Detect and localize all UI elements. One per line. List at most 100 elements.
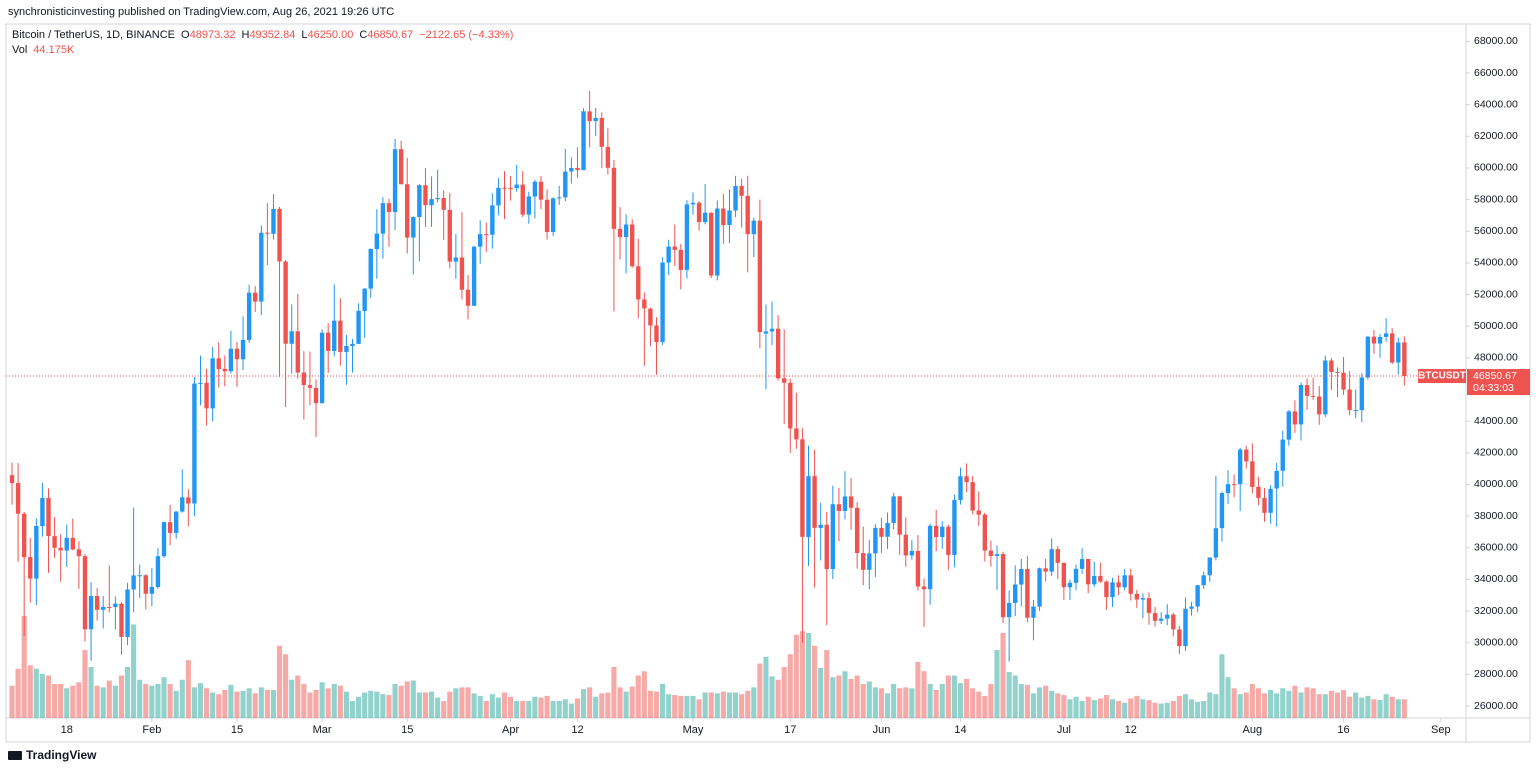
y-tick-label: 64000.00 <box>1474 98 1518 110</box>
volume-bar <box>410 680 416 718</box>
candle-body <box>1219 493 1225 529</box>
volume-bar <box>1097 698 1103 718</box>
candle-body <box>781 378 787 383</box>
candle-body <box>824 524 829 570</box>
candle-body <box>636 266 641 300</box>
candle-body <box>970 482 975 511</box>
candle-body <box>125 589 130 637</box>
candle-body <box>1000 554 1006 618</box>
candle-body <box>180 497 185 512</box>
volume-bar <box>884 693 891 718</box>
candle-body <box>447 209 452 262</box>
candle-body <box>581 111 586 171</box>
y-tick-label: 44000.00 <box>1474 415 1518 427</box>
candle-body <box>149 586 155 594</box>
volume-bar <box>1353 692 1359 718</box>
volume-bar <box>337 685 343 718</box>
candle-body <box>228 348 234 372</box>
publisher-line: synchronisticinvesting published on Trad… <box>8 6 394 18</box>
candle-body <box>854 507 860 554</box>
volume-bar <box>1182 694 1189 718</box>
volume-bar <box>1073 696 1079 718</box>
candle-body <box>1098 575 1103 582</box>
candle-body <box>1043 568 1048 572</box>
candle-body <box>319 332 325 404</box>
volume-bar <box>538 697 544 718</box>
candle-body <box>532 181 538 197</box>
volume-bar <box>435 697 441 718</box>
volume-bar <box>252 693 258 718</box>
legend-value: 46250.00 <box>307 29 353 41</box>
candle-body <box>842 496 848 511</box>
candle-body <box>1140 598 1146 600</box>
candle-body <box>867 553 872 570</box>
candle-body <box>1189 606 1194 609</box>
y-tick-label: 56000.00 <box>1474 225 1518 237</box>
candle-body <box>1122 575 1127 588</box>
volume-bar <box>720 691 726 718</box>
candle-body <box>28 557 33 579</box>
volume-bar <box>216 694 222 718</box>
volume-bar <box>1328 690 1334 718</box>
candle-body <box>1213 528 1219 558</box>
volume-bar <box>587 687 593 718</box>
volume-bar <box>653 691 660 718</box>
volume-bar <box>976 691 982 718</box>
volume-bar <box>1018 684 1024 718</box>
candle-body <box>660 262 665 342</box>
candle-body <box>1262 497 1267 513</box>
symbol-tag-label: BTCUSDT <box>1418 371 1466 382</box>
volume-bar <box>1359 697 1365 718</box>
volume-bar <box>1365 695 1371 718</box>
candle-body <box>21 513 27 558</box>
y-tick-label: 28000.00 <box>1474 668 1518 680</box>
candle-body <box>362 288 367 312</box>
candle-body <box>958 476 963 500</box>
candle-body <box>1037 568 1042 607</box>
candle-body <box>119 603 124 637</box>
volume-bar <box>903 687 909 718</box>
candle-body <box>1031 606 1036 618</box>
x-tick-label: 15 <box>401 724 413 736</box>
candle-body <box>234 348 240 360</box>
y-tick-label: 36000.00 <box>1474 542 1518 554</box>
volume-bar <box>1103 695 1109 718</box>
candle-body <box>137 575 142 577</box>
y-tick-label: 60000.00 <box>1474 162 1518 174</box>
volume-bar <box>964 678 970 718</box>
candle-body <box>538 181 544 200</box>
volume-bar <box>70 685 76 718</box>
candle-body <box>806 476 811 538</box>
candle-body <box>648 308 653 326</box>
volume-bar <box>471 693 477 718</box>
volume-bar <box>149 685 155 718</box>
candle-body <box>727 210 732 226</box>
y-tick-label: 52000.00 <box>1474 288 1518 300</box>
volume-bar <box>1261 693 1268 718</box>
candle-body <box>1317 396 1322 415</box>
volume-bar <box>830 677 836 718</box>
candle-body <box>192 383 197 504</box>
volume-bar <box>1140 699 1146 718</box>
volume-bar <box>945 675 951 718</box>
volume-bar <box>1255 688 1261 718</box>
candle-body <box>520 184 525 215</box>
volume-bar <box>15 668 21 718</box>
volume-bar <box>343 691 349 718</box>
candle-body <box>757 220 763 333</box>
volume-bar <box>362 692 368 718</box>
candle-body <box>897 496 902 535</box>
volume-bar <box>799 631 805 718</box>
volume-bar <box>763 656 769 718</box>
volume-bar <box>1316 694 1322 718</box>
volume-bar <box>143 684 149 718</box>
volume-bar <box>562 699 568 718</box>
legend-value: 46850.67 <box>367 29 413 41</box>
volume-bar <box>745 690 751 718</box>
y-tick-label: 48000.00 <box>1474 352 1518 364</box>
volume-bar <box>593 696 599 718</box>
candle-body <box>696 202 702 223</box>
candle-body <box>1019 568 1024 585</box>
candle-body <box>563 171 568 198</box>
